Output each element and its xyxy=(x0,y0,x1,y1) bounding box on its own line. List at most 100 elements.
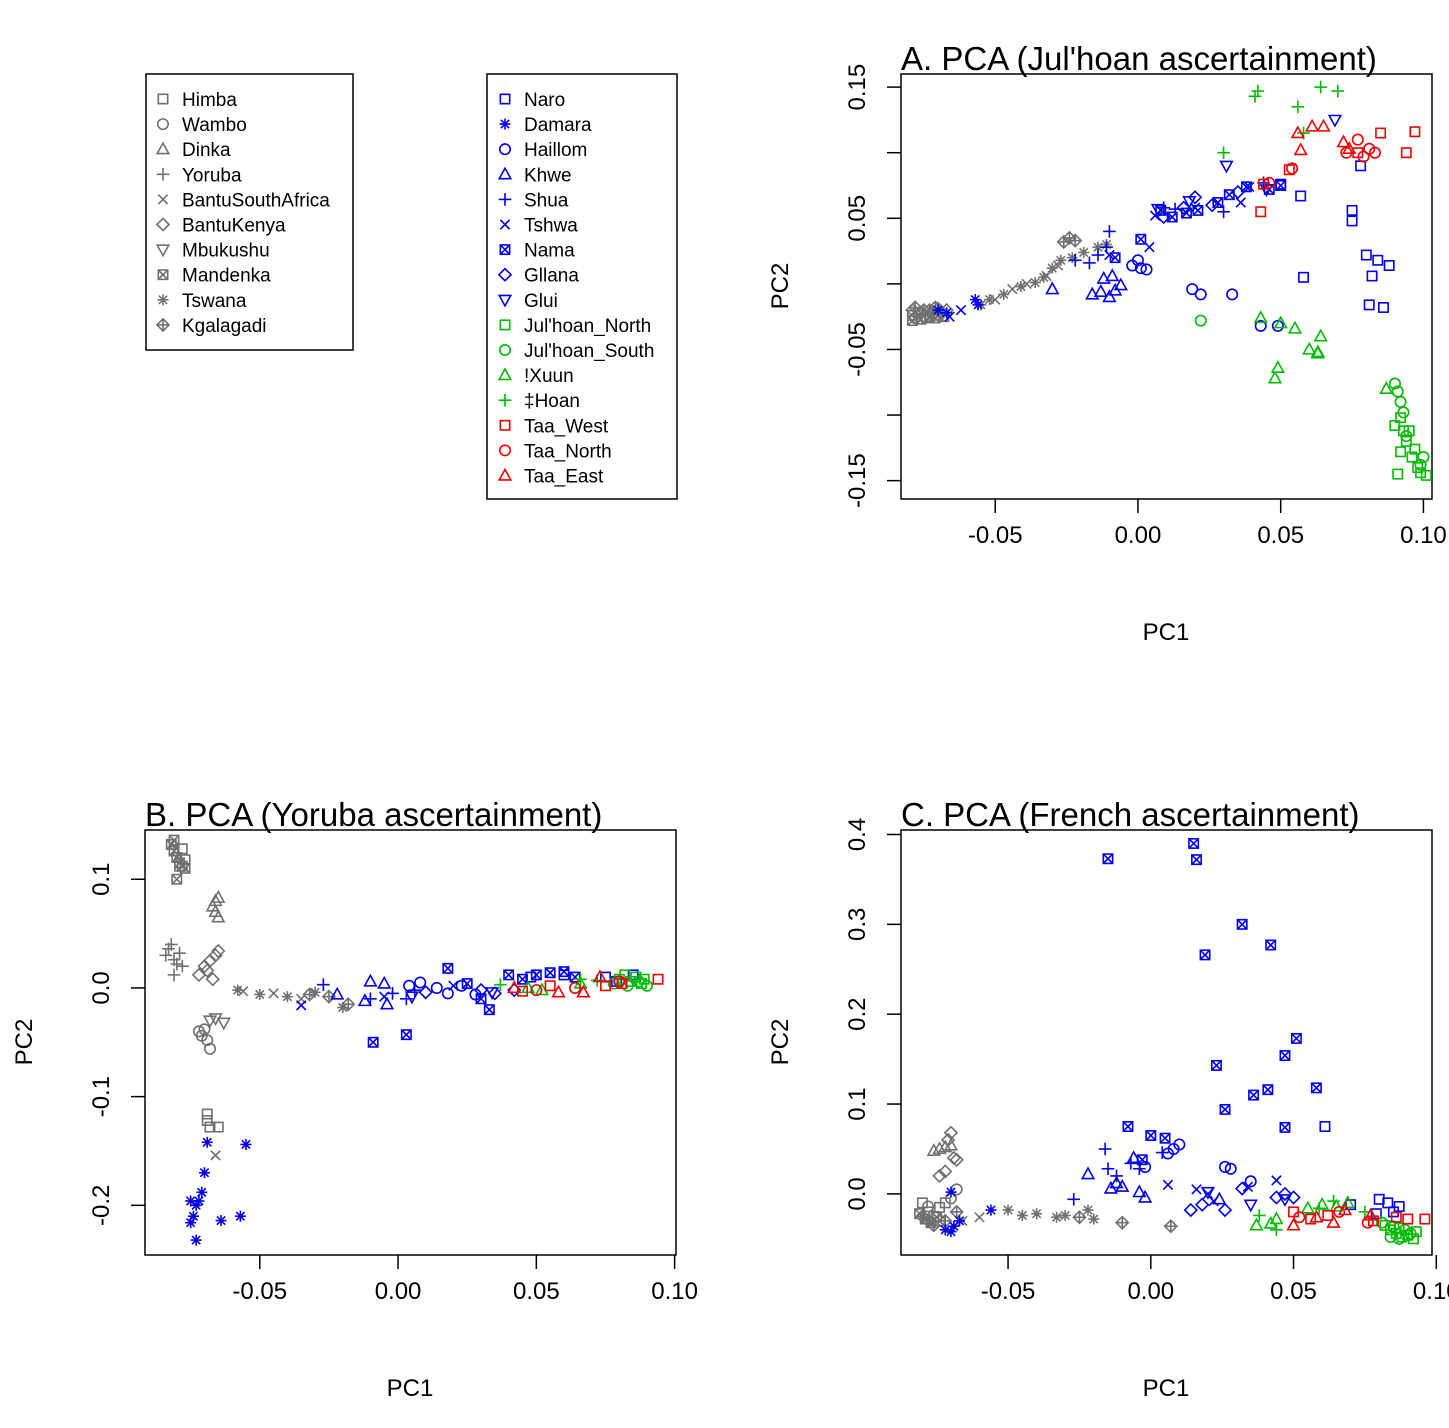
data-point-yoruba xyxy=(176,959,189,973)
legend-label-yoruba: Yoruba xyxy=(182,165,242,186)
data-point-taa-east xyxy=(1326,1214,1341,1228)
panel-c-french-ascertainment: C. PCA (French ascertainment) PC1 PC2 -0… xyxy=(767,796,1449,1402)
legend-symbol-mbukushu-icon xyxy=(155,244,171,258)
data-point-himba xyxy=(201,1115,213,1127)
data-point-naro xyxy=(1298,271,1310,283)
data-point-jul-hoan-north xyxy=(1389,420,1401,432)
data-point-jul-hoan-south xyxy=(1414,458,1427,471)
data-point-nama xyxy=(442,962,454,974)
data-point-taa-east xyxy=(1363,1207,1378,1221)
data-point-dinka xyxy=(932,1141,947,1155)
data-point-khwe xyxy=(1115,1179,1130,1192)
data-point-jul-hoan-south xyxy=(1376,1216,1389,1229)
panel-c-series-kgalagadi xyxy=(915,1204,1178,1234)
data-point-shua xyxy=(400,992,413,1006)
data-point-haillom xyxy=(1224,1162,1237,1175)
data-point-taa-east xyxy=(1342,141,1357,154)
data-point-gllana xyxy=(1234,1181,1250,1196)
panel-a-julhoan-ascertainment: A. PCA (Jul'hoan ascertainment) PC1 PC2 … xyxy=(767,40,1447,646)
data-point-hoan xyxy=(1327,1194,1340,1208)
data-point-tshwa xyxy=(378,991,390,1002)
data-point-gllana xyxy=(1230,184,1246,200)
panel-b-series-taa-west xyxy=(517,973,664,997)
data-point-taa-north xyxy=(530,984,543,997)
panel-a-xlabel: PC1 xyxy=(1143,619,1190,646)
legend-symbol-shua-icon xyxy=(498,193,512,206)
legend-label-bantusouthafrica: BantuSouthAfrica xyxy=(182,190,330,211)
legend-label-taa-west: Taa_West xyxy=(524,416,609,437)
data-point-jul-hoan-north xyxy=(1415,467,1427,479)
data-point-haillom xyxy=(1134,262,1147,275)
data-point-tswana xyxy=(1088,1213,1100,1225)
data-point-khwe xyxy=(1045,281,1060,295)
data-point-naro xyxy=(525,971,537,983)
data-point-haillom xyxy=(1173,1138,1186,1151)
data-point-xuun xyxy=(1300,1200,1315,1214)
legend-label-taa-north: Taa_North xyxy=(524,441,612,462)
data-point-khwe xyxy=(330,986,345,1000)
legend-label-khwe: Khwe xyxy=(524,165,572,186)
data-point-mbukushu xyxy=(216,1017,231,1031)
legend-label-bantukenya: BantuKenya xyxy=(182,216,286,237)
data-point-tswana xyxy=(1066,252,1078,264)
data-point-dinka xyxy=(926,1143,941,1156)
panel-c-series-haillom xyxy=(1139,1138,1257,1188)
data-point-damara xyxy=(234,1210,246,1222)
panel-c-series-tswana xyxy=(1002,1204,1100,1225)
data-point-shua xyxy=(1083,256,1096,270)
panel-c-xtick-label: 0.00 xyxy=(1127,1278,1174,1305)
data-point-himba xyxy=(204,1121,216,1133)
data-point-hoan xyxy=(1312,1201,1326,1215)
data-point-taa-west xyxy=(1305,1213,1317,1225)
data-point-nama xyxy=(1191,854,1202,866)
panel-c-ytick-label: 0.3 xyxy=(844,908,871,941)
data-point-nama xyxy=(1122,1121,1134,1132)
panel-a-xtick-label: 0.00 xyxy=(1115,522,1162,549)
data-point-wambo xyxy=(198,1023,211,1036)
panel-b-xtick-label: 0.05 xyxy=(513,1278,560,1305)
panel-a-xtick-label: -0.05 xyxy=(968,522,1023,549)
data-point-taa-east xyxy=(1336,134,1351,148)
data-point-nama xyxy=(569,971,581,983)
data-point-khwe xyxy=(1105,268,1120,282)
data-point-khwe xyxy=(357,993,372,1007)
legend-symbol-bantusouthafrica-icon xyxy=(157,194,169,205)
panel-a-series-haillom xyxy=(1126,254,1284,332)
data-point-xuun xyxy=(1270,360,1285,374)
panel-c-ytick-label: 0.0 xyxy=(844,1177,871,1210)
data-point-nama xyxy=(1248,1089,1260,1101)
data-point-haillom xyxy=(1218,1160,1232,1173)
data-point-khwe xyxy=(1126,1150,1141,1164)
panel-a-xtick-label: 0.10 xyxy=(1400,522,1447,549)
data-point-kgalagadi xyxy=(1056,234,1071,250)
data-point-taa-north xyxy=(1286,162,1299,175)
data-point-tswana xyxy=(998,288,1010,300)
data-point-haillom xyxy=(1186,283,1199,296)
panel-a-series-damara xyxy=(932,294,984,319)
data-point-xuun xyxy=(1253,310,1268,324)
data-point-bantukenya xyxy=(205,972,220,987)
data-point-dinka xyxy=(943,1137,959,1151)
legend-symbol-naro-icon xyxy=(499,93,511,105)
data-point-hoan xyxy=(574,972,587,986)
data-point-yoruba xyxy=(170,957,184,971)
data-point-damara xyxy=(201,1136,213,1148)
data-point-jul-hoan-north xyxy=(638,973,650,985)
panel-c-xtick-label: 0.05 xyxy=(1270,1278,1317,1305)
data-point-taa-east xyxy=(1286,1217,1301,1231)
data-point-haillom xyxy=(1131,254,1144,267)
data-point-haillom xyxy=(1140,263,1153,276)
panel-b-xtick-label: -0.05 xyxy=(232,1278,287,1305)
data-point-hoan xyxy=(1251,84,1265,98)
panel-a-points xyxy=(905,80,1432,481)
data-point-yoruba xyxy=(173,946,186,960)
data-point-gllana xyxy=(418,985,433,1000)
data-point-jul-hoan-south xyxy=(1400,430,1413,443)
data-point-tshwa xyxy=(1104,249,1115,261)
panel-a-series-gllana xyxy=(1156,184,1246,225)
panel-c-title: C. PCA (French ascertainment) xyxy=(901,796,1360,833)
data-point-damara xyxy=(198,1167,210,1179)
data-point-tswana xyxy=(232,984,244,996)
data-point-tshwa xyxy=(1208,1195,1219,1207)
data-point-taa-east xyxy=(592,969,608,983)
